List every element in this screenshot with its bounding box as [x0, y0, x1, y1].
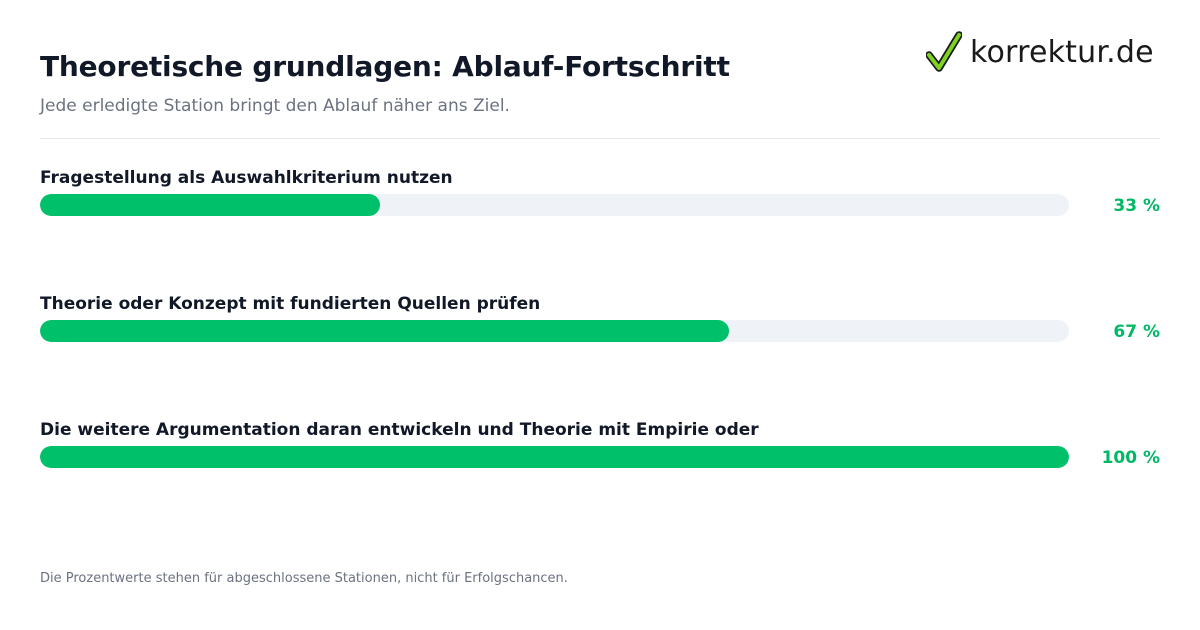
brand-logo: korrektur.de — [926, 30, 1154, 74]
progress-track — [40, 446, 1069, 468]
progress-bar — [40, 194, 380, 216]
progress-step: Die weitere Argumentation daran entwicke… — [40, 420, 1160, 480]
step-label: Die weitere Argumentation daran entwicke… — [40, 420, 759, 440]
progress-bar — [40, 446, 1069, 468]
checkmark-icon — [926, 31, 962, 72]
header-divider — [40, 138, 1160, 139]
progress-bar — [40, 320, 730, 342]
percent-label: 67 % — [1113, 322, 1160, 342]
percent-label: 100 % — [1101, 448, 1160, 468]
step-label: Fragestellung als Auswahlkriterium nutze… — [40, 168, 453, 188]
progress-step: Fragestellung als Auswahlkriterium nutze… — [40, 168, 1160, 228]
percent-label: 33 % — [1113, 196, 1160, 216]
progress-step: Theorie oder Konzept mit fundierten Quel… — [40, 294, 1160, 354]
chart-subtitle: Jede erledigte Station bringt den Ablauf… — [40, 96, 510, 116]
footnote: Die Prozentwerte stehen für abgeschlosse… — [40, 571, 568, 586]
chart-title: Theoretische grundlagen: Ablauf-Fortschr… — [40, 50, 730, 83]
progress-track — [40, 320, 1069, 342]
step-label: Theorie oder Konzept mit fundierten Quel… — [40, 294, 541, 314]
progress-track — [40, 194, 1069, 216]
brand-name: korrektur.de — [970, 34, 1154, 70]
